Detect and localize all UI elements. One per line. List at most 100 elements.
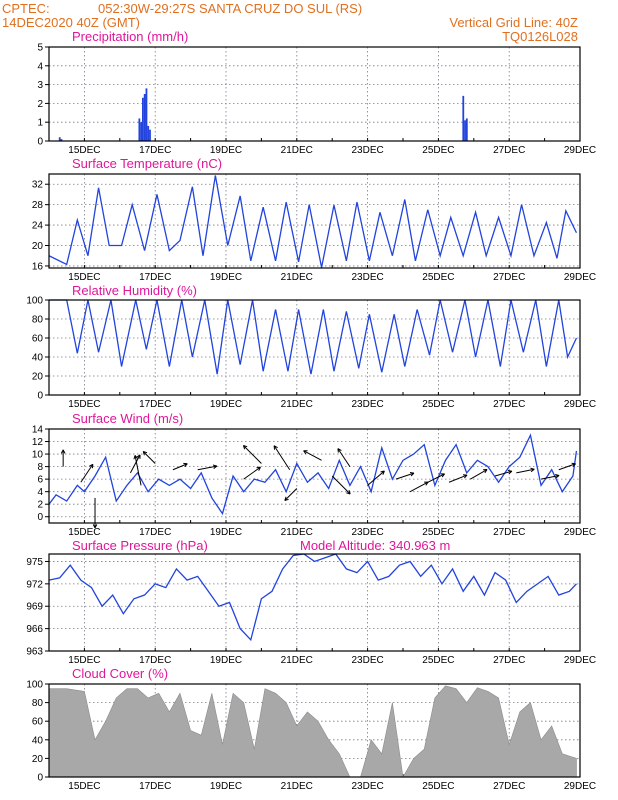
- x-tick-label: 29DEC: [564, 272, 596, 283]
- y-tick-label: 60: [32, 334, 44, 345]
- wind-vector-head: [92, 524, 98, 529]
- y-tick-label: 80: [32, 698, 44, 709]
- x-tick-label: 29DEC: [564, 145, 596, 156]
- x-tick-label: 25DEC: [422, 655, 454, 666]
- panel-frame: [48, 173, 581, 269]
- wind-vector: [395, 472, 415, 480]
- x-tick-label: 23DEC: [351, 399, 383, 410]
- x-tick-label: 21DEC: [281, 781, 313, 792]
- wind-vector: [494, 469, 513, 477]
- wind-vector: [273, 445, 291, 471]
- wind-vector: [284, 488, 298, 502]
- wind-vector-head: [409, 472, 415, 477]
- x-tick-label: 27DEC: [493, 272, 525, 283]
- panel-annotation: Model Altitude: 340.963 m: [300, 538, 450, 553]
- wind-vector: [133, 455, 142, 486]
- x-tick-label: 25DEC: [422, 399, 454, 410]
- precip-bar: [465, 118, 468, 141]
- x-tick-label: 21DEC: [281, 399, 313, 410]
- wind-vector-head: [424, 481, 429, 486]
- x-tick-label: 27DEC: [493, 781, 525, 792]
- series-line: [48, 553, 577, 642]
- y-tick-label: 1: [37, 118, 43, 129]
- wind-vector-shaft: [142, 451, 156, 464]
- wind-vector-shaft: [470, 469, 488, 480]
- x-tick-label: 15DEC: [68, 527, 100, 538]
- y-tick-label: 100: [26, 296, 43, 307]
- x-tick-label: 19DEC: [210, 655, 242, 666]
- y-tick-label: 100: [26, 680, 43, 691]
- wind-vector-shaft: [284, 488, 298, 501]
- y-tick-label: 969: [26, 602, 43, 613]
- y-tick-label: 0: [37, 391, 43, 402]
- wind-vector-shaft: [172, 463, 188, 471]
- y-tick-label: 40: [32, 735, 44, 746]
- panel-title: Relative Humidity (%): [72, 283, 197, 298]
- x-tick-label: 29DEC: [564, 781, 596, 792]
- wind-vector-head: [273, 445, 278, 450]
- x-tick-label: 17DEC: [139, 655, 171, 666]
- y-tick-label: 28: [32, 200, 44, 211]
- wind-vector-head: [256, 466, 261, 471]
- wind-vector-head: [530, 467, 535, 473]
- x-tick-label: 21DEC: [281, 272, 313, 283]
- y-tick-label: 0: [37, 137, 43, 148]
- precip-bar: [142, 97, 144, 141]
- x-tick-label: 15DEC: [68, 145, 100, 156]
- y-tick-label: 60: [32, 717, 44, 728]
- wind-vector-shaft: [540, 475, 560, 480]
- panel-frame: [48, 553, 581, 652]
- wind-vector-head: [133, 455, 138, 460]
- panel-frame: [48, 299, 581, 396]
- wind-vector: [367, 470, 385, 486]
- cloud-cover-area: [48, 685, 577, 778]
- x-tick-label: 17DEC: [139, 527, 171, 538]
- wind-vector: [540, 473, 560, 480]
- series-line: [49, 299, 578, 375]
- y-tick-label: 8: [37, 462, 43, 473]
- x-tick-label: 23DEC: [351, 655, 383, 666]
- wind-vector-head: [380, 470, 385, 475]
- series-line: [48, 433, 578, 516]
- panel-2: 15DEC 17DEC 19DEC 21DEC 23DEC 25DEC 27DEC 29DEC…: [26, 283, 596, 410]
- x-tick-label: 21DEC: [281, 145, 313, 156]
- x-tick-label: 27DEC: [493, 527, 525, 538]
- wind-vector-shaft: [243, 445, 262, 464]
- wind-vector: [448, 474, 468, 483]
- wind-vector-head: [284, 496, 289, 502]
- wind-vector-head: [142, 450, 148, 456]
- wind-vector-shaft: [273, 445, 291, 471]
- precip-bar: [58, 137, 61, 141]
- x-tick-label: 15DEC: [68, 655, 100, 666]
- panel-4: 15DEC 17DEC 19DEC 21DEC 23DEC 25DEC 27DEC 29DEC…: [26, 538, 596, 666]
- y-tick-label: 20: [32, 372, 44, 383]
- wind-vector-shaft: [448, 474, 468, 483]
- panel-title: Surface Wind (m/s): [72, 411, 183, 426]
- series-line: [48, 175, 578, 268]
- x-tick-label: 19DEC: [210, 145, 242, 156]
- x-tick-label: 29DEC: [564, 655, 596, 666]
- x-tick-label: 23DEC: [351, 145, 383, 156]
- wind-vector-head: [462, 474, 468, 479]
- x-tick-label: 15DEC: [68, 781, 100, 792]
- panel-title: Surface Pressure (hPa): [72, 538, 208, 553]
- wind-vector: [243, 466, 261, 480]
- wind-vector-head: [337, 448, 342, 453]
- x-tick-label: 17DEC: [139, 145, 171, 156]
- precip-bar: [143, 94, 146, 141]
- x-tick-label: 19DEC: [210, 527, 242, 538]
- x-tick-label: 27DEC: [493, 655, 525, 666]
- y-tick-label: 14: [32, 425, 44, 436]
- wind-vector-head: [242, 444, 248, 450]
- wind-vector-head: [136, 454, 141, 459]
- x-tick-label: 25DEC: [422, 145, 454, 156]
- wind-vector: [470, 469, 488, 480]
- wind-vector: [142, 450, 156, 464]
- panel-title: Precipitation (mm/h): [72, 29, 188, 44]
- panel-frame: [48, 428, 581, 524]
- y-tick-label: 966: [26, 624, 43, 635]
- x-tick-label: 21DEC: [281, 655, 313, 666]
- header-code: TQ0126L028: [502, 29, 578, 44]
- wind-vector-shaft: [243, 466, 261, 480]
